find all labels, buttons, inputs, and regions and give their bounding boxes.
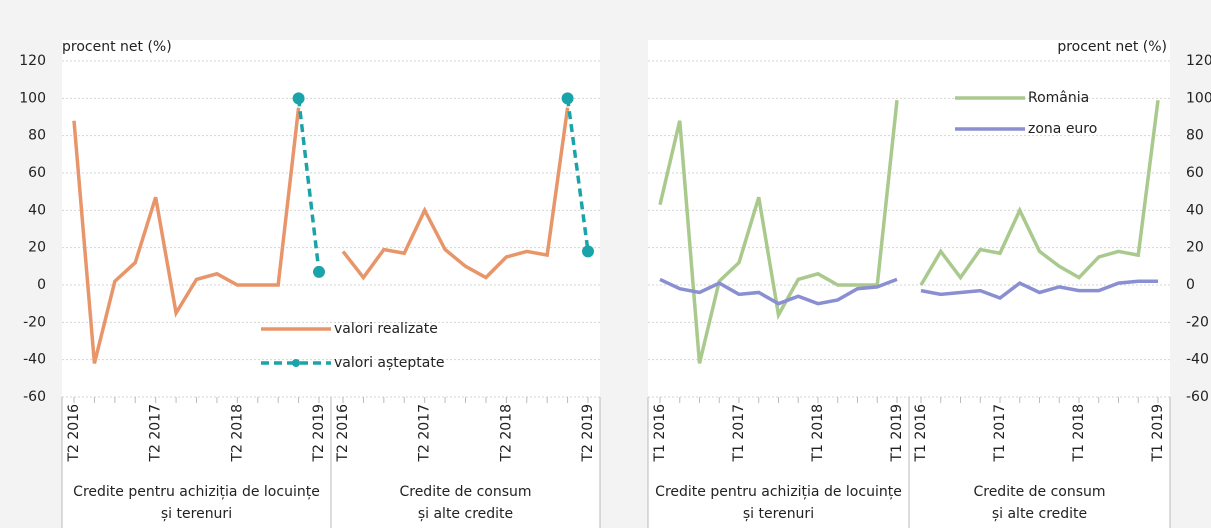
- legend-label: valori realizate: [334, 321, 438, 337]
- y-tick-label: 0: [1186, 277, 1195, 293]
- y-tick-label: -60: [23, 389, 46, 405]
- y-tick-label: 100: [1186, 90, 1211, 106]
- group-title: Credite pentru achiziția de locuințe: [655, 484, 902, 500]
- y-tick-label: 20: [28, 240, 46, 256]
- series-marker: [561, 92, 574, 105]
- group-title: și alte credite: [418, 506, 513, 522]
- legend-label: zona euro: [1028, 121, 1097, 137]
- x-tick-label: T1 2016: [913, 404, 929, 463]
- group-title: și terenuri: [743, 506, 814, 522]
- x-tick-label: T2 2017: [417, 404, 433, 463]
- y-tick-label: 0: [37, 277, 46, 293]
- x-tick-label: T1 2019: [1150, 404, 1166, 463]
- x-tick-label: T2 2018: [229, 404, 245, 463]
- y-tick-label: 40: [28, 202, 46, 218]
- y-tick-label: -60: [1186, 389, 1209, 405]
- x-tick-label: T2 2018: [498, 404, 514, 463]
- y-tick-label: 100: [19, 90, 46, 106]
- group-title: Credite de consum: [973, 484, 1105, 500]
- y-tick-label: 80: [1186, 128, 1204, 144]
- y-tick-label: 40: [1186, 202, 1204, 218]
- series-line: [341, 107, 570, 281]
- y-tick-label: 80: [28, 128, 46, 144]
- x-tick-label: T2 2019: [580, 404, 596, 463]
- series-marker: [582, 245, 594, 258]
- y-tick-label: 60: [28, 165, 46, 181]
- group-title: și alte credite: [992, 506, 1087, 522]
- y-tick-label: 20: [1186, 240, 1204, 256]
- y-tick-label: -40: [23, 352, 46, 368]
- legend-label: valori așteptate: [334, 355, 444, 371]
- series-line: [919, 99, 1160, 286]
- y-tick-label: -20: [23, 314, 46, 330]
- x-tick-label: T2 2017: [148, 404, 164, 463]
- x-tick-label: T1 2017: [992, 404, 1008, 463]
- series-line: [658, 100, 899, 364]
- x-tick-label: T1 2018: [810, 404, 826, 463]
- x-tick-label: T1 2016: [652, 404, 668, 463]
- group-title: Credite de consum: [399, 484, 531, 500]
- series-line: [296, 98, 321, 273]
- group-title: Credite pentru achiziția de locuințe: [73, 484, 320, 500]
- series-marker: [292, 92, 305, 105]
- x-tick-label: T1 2019: [889, 404, 905, 463]
- series-line: [920, 279, 1158, 301]
- y-axis-label: procent net (%): [1057, 39, 1167, 55]
- x-tick-label: T2 2016: [335, 404, 351, 463]
- series-line: [659, 277, 898, 306]
- x-tick-label: T1 2017: [731, 404, 747, 463]
- y-tick-label: -40: [1186, 352, 1209, 368]
- legend-label: România: [1028, 90, 1089, 106]
- y-tick-label: 60: [1186, 165, 1204, 181]
- y-tick-label: 120: [1186, 53, 1211, 69]
- x-tick-label: T2 2019: [311, 404, 327, 463]
- x-tick-label: T2 2016: [66, 404, 82, 463]
- y-axis-label: procent net (%): [62, 39, 172, 55]
- x-tick-label: T1 2018: [1071, 404, 1087, 463]
- y-tick-label: 120: [19, 53, 46, 69]
- series-line: [72, 107, 301, 364]
- series-marker: [313, 265, 325, 278]
- group-title: și terenuri: [161, 506, 232, 522]
- legend-marker: [292, 359, 300, 367]
- y-tick-label: -20: [1186, 314, 1209, 330]
